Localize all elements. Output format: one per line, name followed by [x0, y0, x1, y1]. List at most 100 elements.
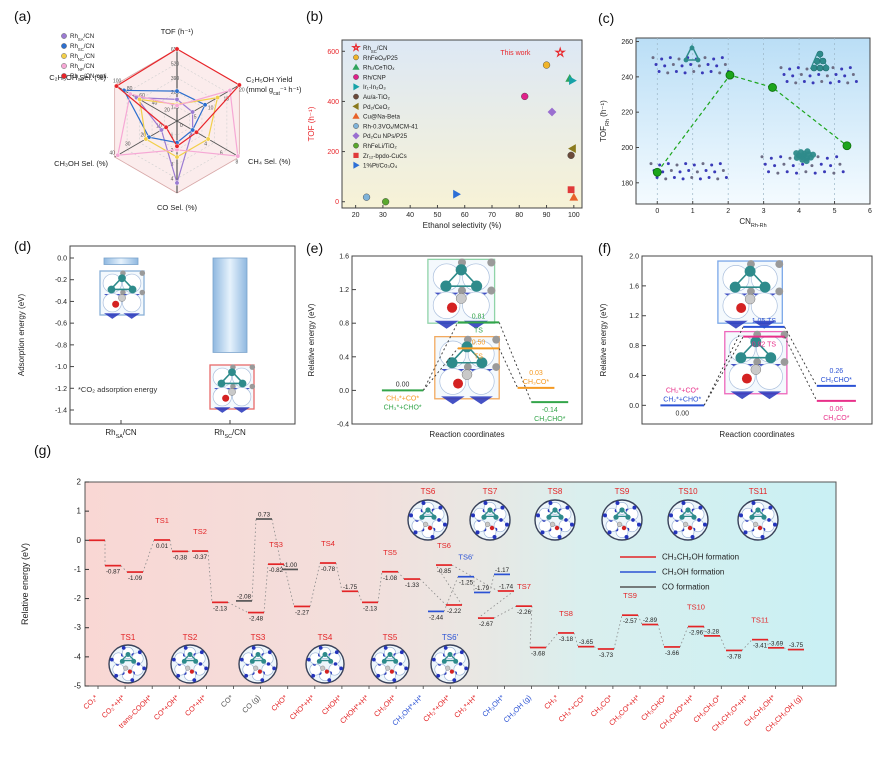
svg-text:TOFRh (h⁻¹): TOFRh (h⁻¹): [599, 100, 611, 142]
svg-text:CH₂*+H*: CH₂*+H*: [452, 693, 479, 720]
svg-text:1.6: 1.6: [339, 254, 349, 261]
svg-text:CHOH*+H*: CHOH*+H*: [338, 693, 370, 725]
svg-text:0.4: 0.4: [629, 373, 639, 380]
svg-text:C₂H₅OH Sel. (%): C₂H₅OH Sel. (%): [49, 73, 106, 82]
svg-text:-1: -1: [74, 565, 82, 574]
svg-text:CH₂*+OH*: CH₂*+OH*: [421, 693, 452, 724]
svg-text:TS3: TS3: [269, 540, 283, 549]
panel-a-tag: (a): [14, 8, 32, 24]
svg-text:1: 1: [77, 507, 82, 516]
svg-text:2: 2: [726, 208, 730, 215]
svg-text:TS10: TS10: [678, 487, 698, 496]
svg-text:130: 130: [171, 105, 180, 111]
svg-text:RhFeOₓ/P25: RhFeOₓ/P25: [363, 55, 398, 62]
svg-text:8: 8: [235, 159, 238, 165]
svg-text:CH₄ Sel. (%): CH₄ Sel. (%): [248, 157, 291, 166]
svg-text:CHO*+H*: CHO*+H*: [288, 693, 317, 722]
svg-text:-2.27: -2.27: [295, 609, 310, 616]
svg-text:-2.57: -2.57: [623, 618, 638, 625]
svg-text:TS8: TS8: [559, 609, 573, 618]
svg-text:RhSA/CN: RhSA/CN: [105, 428, 137, 440]
svg-text:0.26: 0.26: [830, 368, 844, 375]
svg-text:Rh/CNP: Rh/CNP: [363, 74, 386, 81]
svg-text:2: 2: [77, 478, 82, 487]
svg-text:-3.65: -3.65: [579, 639, 594, 646]
svg-text:*CO₂ adsorption energy: *CO₂ adsorption energy: [78, 385, 157, 394]
svg-text:CH₂*+CHO*: CH₂*+CHO*: [663, 396, 701, 403]
svg-text:-2.44: -2.44: [429, 614, 444, 621]
panel-e-tag: (e): [306, 240, 324, 256]
svg-text:5: 5: [833, 208, 837, 215]
svg-text:CO (g): CO (g): [240, 693, 262, 715]
svg-text:0.8: 0.8: [339, 321, 349, 328]
svg-text:-3.73: -3.73: [599, 652, 614, 659]
svg-text:CH₃CO*: CH₃CO*: [523, 379, 549, 386]
svg-text:RhNC/CN: RhNC/CN: [70, 53, 95, 62]
svg-text:-1.74: -1.74: [499, 583, 514, 590]
svg-text:0.06: 0.06: [830, 406, 844, 413]
svg-text:-0.85: -0.85: [437, 568, 452, 575]
svg-text:-1.79: -1.79: [475, 585, 490, 592]
svg-text:TS11: TS11: [749, 487, 768, 496]
svg-text:Relative energy (eV): Relative energy (eV): [307, 303, 316, 376]
svg-text:0.92 TS: 0.92 TS: [752, 342, 777, 349]
svg-text:CHOH*: CHOH*: [320, 693, 344, 717]
svg-text:CO Sel. (%): CO Sel. (%): [157, 203, 198, 212]
svg-text:-2.67: -2.67: [479, 621, 494, 628]
svg-text:RhSA/CN: RhSA/CN: [70, 33, 94, 42]
svg-text:400: 400: [327, 99, 339, 106]
svg-text:Au/a-TiO₂: Au/a-TiO₂: [363, 94, 391, 101]
svg-text:10: 10: [208, 105, 214, 111]
svg-text:520: 520: [171, 61, 180, 67]
svg-text:4: 4: [204, 141, 207, 147]
svg-text:60: 60: [139, 93, 145, 99]
svg-text:-3.69: -3.69: [769, 640, 784, 647]
svg-text:0.00: 0.00: [396, 381, 410, 388]
svg-text:Cu@Na-Beta: Cu@Na-Beta: [363, 114, 400, 121]
svg-text:6: 6: [868, 208, 872, 215]
svg-text:Rh₁/CeTiOₓ: Rh₁/CeTiOₓ: [363, 65, 395, 72]
svg-text:600: 600: [327, 49, 339, 56]
svg-text:CO₂*+H*: CO₂*+H*: [100, 693, 127, 720]
energy-diagram-e: -0.4 0.0 0.4 0.8 1.2 1.6 Reaction coordinates R…: [307, 254, 583, 439]
svg-text:RhSC/CN: RhSC/CN: [214, 428, 246, 440]
svg-text:TS9: TS9: [615, 487, 630, 496]
svg-text:1.05 TS: 1.05 TS: [752, 318, 777, 325]
svg-text:-0.38: -0.38: [173, 554, 188, 561]
svg-text:0.01: 0.01: [156, 543, 169, 550]
svg-text:90: 90: [543, 212, 551, 219]
svg-text:TS3: TS3: [251, 633, 266, 642]
svg-text:-3.28: -3.28: [705, 628, 720, 635]
svg-text:Pd₂/CeO₂: Pd₂/CeO₂: [363, 104, 390, 111]
svg-text:This work: This work: [500, 50, 530, 57]
svg-text:-3.78: -3.78: [727, 653, 742, 660]
svg-text:4: 4: [797, 208, 801, 215]
svg-text:0: 0: [335, 199, 339, 206]
svg-text:30: 30: [379, 212, 387, 219]
svg-text:CNRh-Rh: CNRh-Rh: [739, 217, 766, 229]
svg-text:Zr₁₂-bpdo-CuCs: Zr₁₂-bpdo-CuCs: [363, 153, 407, 160]
svg-text:RhFeLi/TiO₂: RhFeLi/TiO₂: [363, 143, 397, 150]
svg-text:0.03: 0.03: [529, 370, 543, 377]
svg-text:TS4: TS4: [318, 633, 333, 642]
svg-text:RhSC/CN: RhSC/CN: [363, 45, 387, 54]
svg-text:-1.25: -1.25: [459, 580, 474, 587]
svg-text:0.81: 0.81: [472, 313, 486, 320]
svg-text:TS7: TS7: [517, 582, 531, 591]
svg-text:TS6': TS6': [442, 633, 459, 642]
panel-d-tag: (d): [14, 238, 32, 254]
svg-text:0.73: 0.73: [258, 512, 271, 519]
svg-text:TS: TS: [474, 327, 483, 334]
svg-text:200: 200: [621, 145, 633, 152]
svg-text:-2.13: -2.13: [213, 605, 228, 612]
svg-text:-1.09: -1.09: [128, 575, 143, 582]
svg-text:CO*+H*: CO*+H*: [183, 693, 208, 718]
svg-text:20: 20: [352, 212, 360, 219]
radar-chart: 1302603905206505101520246812341020304020…: [49, 27, 302, 212]
svg-text:Ir₁-In₂O₃: Ir₁-In₂O₃: [363, 84, 386, 91]
svg-text:40: 40: [152, 100, 158, 106]
svg-text:-2.26: -2.26: [517, 609, 532, 616]
svg-text:-1.4: -1.4: [55, 408, 67, 415]
panel-b-tag: (b): [306, 8, 324, 24]
svg-text:1.6: 1.6: [629, 283, 639, 290]
